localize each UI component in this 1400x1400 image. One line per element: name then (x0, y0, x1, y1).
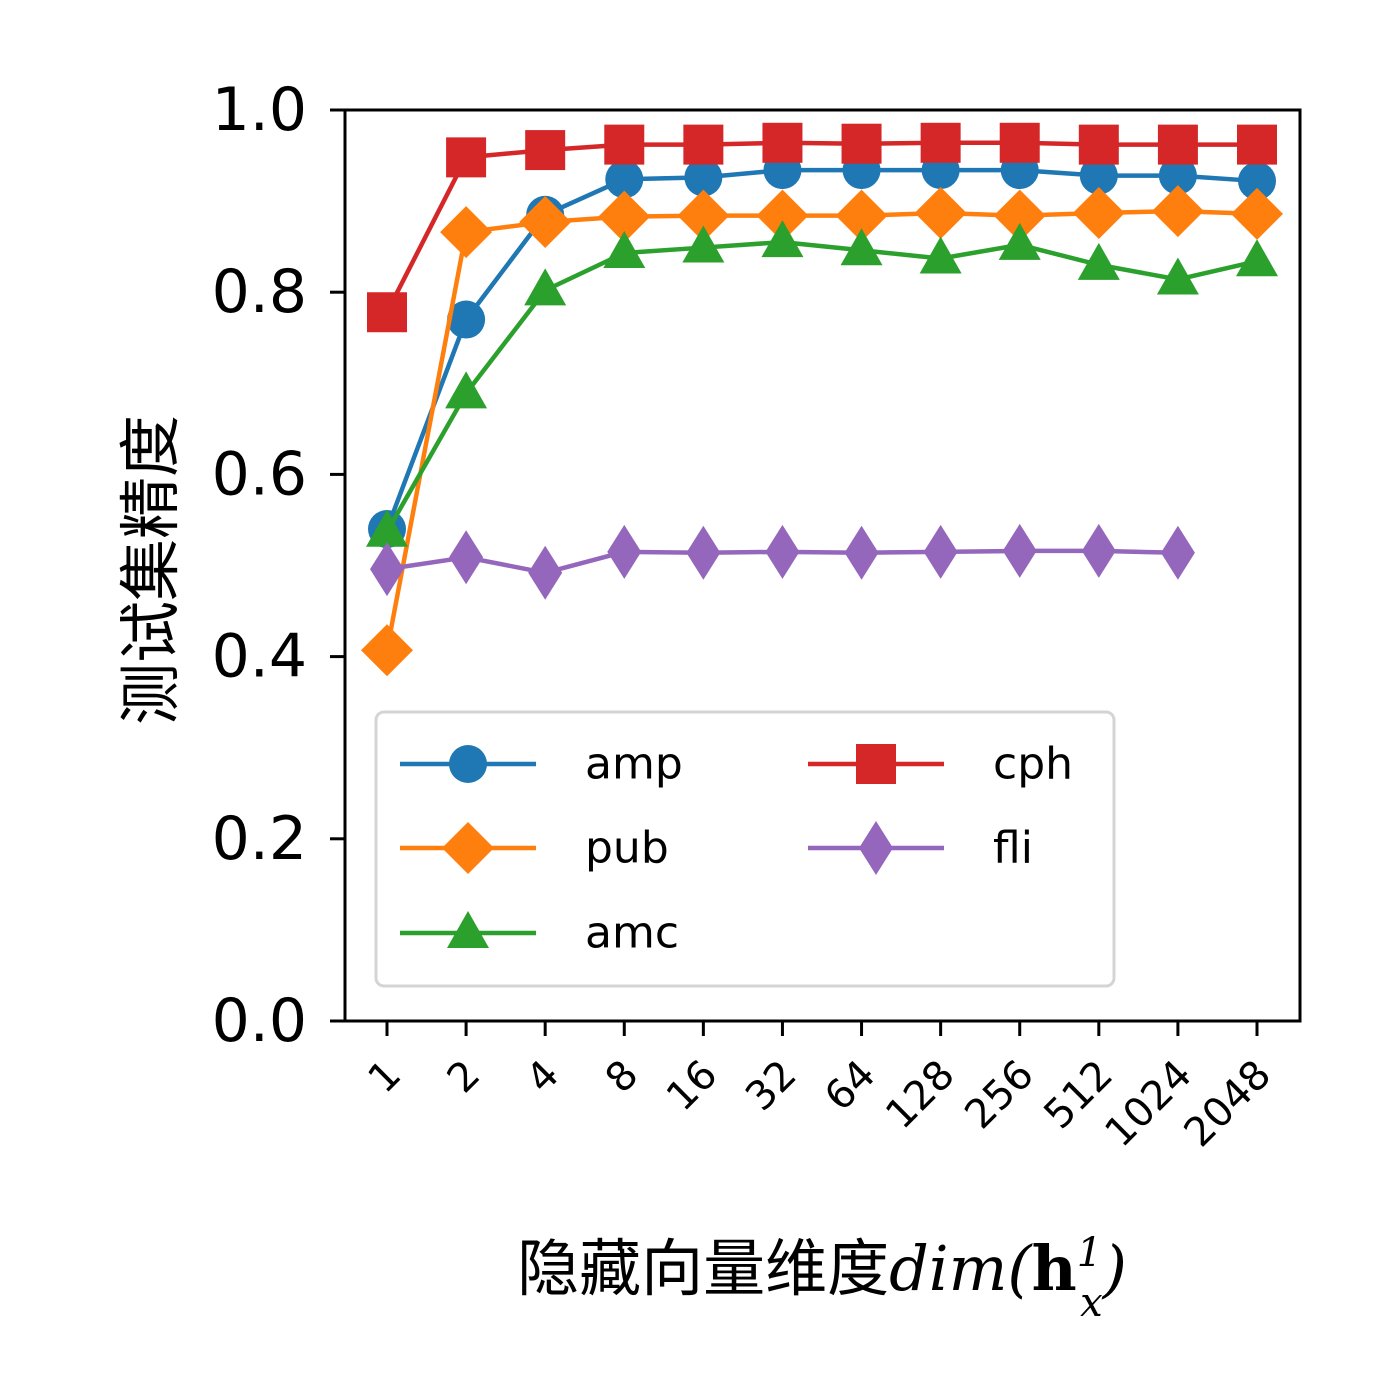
x-tick-label-2048: 2048 (1176, 1052, 1281, 1157)
x-tick-label-1024: 1024 (1096, 1052, 1201, 1157)
x-tick-label-2: 2 (439, 1052, 490, 1103)
data-point-cph-64 (842, 124, 882, 164)
data-point-cph-128 (921, 123, 961, 163)
data-point-fli-32 (765, 525, 799, 579)
data-point-pub-128 (915, 187, 967, 239)
data-point-cph-32 (762, 123, 802, 163)
x-axis-label-math-prefix: dim( (889, 1232, 1033, 1305)
x-axis-label-math-bold: h (1032, 1232, 1077, 1305)
data-point-pub-512 (1073, 187, 1125, 239)
data-point-cph-512 (1079, 125, 1119, 165)
y-tick-label-1.0: 1.0 (212, 75, 307, 145)
data-point-fli-2 (449, 530, 483, 584)
data-point-fli-64 (845, 526, 879, 580)
data-point-cph-16 (683, 125, 723, 165)
data-point-fli-256 (1003, 524, 1037, 578)
data-point-amc-2048 (1236, 239, 1278, 276)
data-point-fli-128 (924, 525, 958, 579)
x-tick-label-8: 8 (597, 1052, 648, 1103)
x-tick-label-64: 64 (816, 1052, 885, 1121)
data-point-fli-1024 (1161, 526, 1195, 580)
x-axis-label-text: 隐藏向量维度 (517, 1232, 889, 1305)
data-point-cph-2048 (1237, 125, 1277, 165)
x-axis-label-math-superscript: 1 (1077, 1230, 1102, 1276)
legend: amp pub amc cph fli (376, 712, 1114, 986)
legend-marker-amp (449, 745, 487, 783)
y-tick-label-0.8: 0.8 (212, 257, 307, 327)
series-line-amc (387, 242, 1257, 532)
series-line-pub (387, 211, 1257, 650)
y-axis-label: 测试集精度 (114, 415, 187, 725)
data-point-fli-4 (528, 546, 562, 600)
data-point-cph-2 (446, 137, 486, 177)
data-point-cph-8 (604, 125, 644, 165)
y-tick-label-0.2: 0.2 (212, 804, 307, 874)
data-point-cph-256 (1000, 123, 1040, 163)
data-point-fli-8 (607, 525, 641, 579)
x-tick-label-128: 128 (877, 1052, 964, 1139)
x-tick-label-4: 4 (518, 1052, 569, 1103)
y-tick-label-0.6: 0.6 (212, 439, 307, 509)
y-tick-label-0.0: 0.0 (212, 986, 307, 1056)
legend-marker-cph (856, 744, 896, 784)
x-axis-label: 隐藏向量维度dim(h1 x) (517, 1230, 1127, 1326)
data-point-pub-1 (361, 624, 413, 676)
plot-area (361, 123, 1283, 676)
data-point-amc-4 (524, 268, 566, 305)
data-point-cph-4 (525, 130, 565, 170)
data-point-amc-8 (603, 231, 645, 268)
legend-label-pub: pub (585, 823, 669, 874)
data-point-fli-512 (1082, 524, 1116, 578)
y-tick-label-0.4: 0.4 (212, 622, 307, 692)
x-axis-label-math-subscript: x (1080, 1280, 1103, 1326)
legend-label-fli: fli (993, 823, 1033, 874)
x-tick-label-256: 256 (956, 1052, 1043, 1139)
data-point-pub-1024 (1152, 185, 1204, 237)
y-axis: 0.0 0.2 0.4 0.6 0.8 1.0 (212, 75, 345, 1056)
x-tick-label-32: 32 (737, 1052, 806, 1121)
legend-label-amp: amp (585, 739, 683, 790)
data-point-amc-16 (682, 226, 724, 263)
data-point-pub-2 (440, 206, 492, 258)
data-point-amc-256 (999, 223, 1041, 260)
data-point-cph-1 (367, 292, 407, 332)
x-tick-label-16: 16 (658, 1052, 727, 1121)
data-point-fli-16 (686, 526, 720, 580)
x-tick-label-1: 1 (360, 1052, 411, 1103)
x-axis-label-math-suffix: ) (1101, 1232, 1127, 1305)
data-point-pub-2048 (1231, 188, 1283, 240)
data-point-cph-1024 (1158, 125, 1198, 165)
legend-label-cph: cph (993, 739, 1073, 790)
legend-label-amc: amc (585, 908, 679, 959)
